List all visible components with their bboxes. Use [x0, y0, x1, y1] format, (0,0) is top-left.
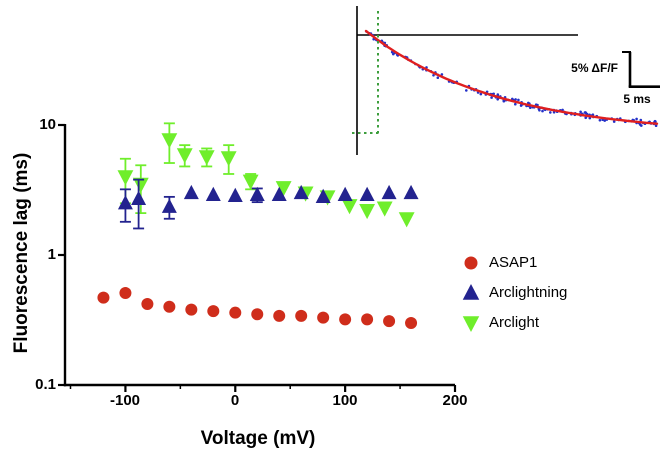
- x-tick-label-200: 200: [442, 392, 468, 409]
- x-axis-label: Voltage (mV): [200, 428, 316, 449]
- legend-label-asap1: ASAP1: [489, 254, 538, 271]
- y-tick-label-1: 1: [47, 246, 56, 263]
- inset-scalebar-time-label: 5 ms: [623, 92, 651, 106]
- inset-scalebar-df-label: 5% ΔF/F: [571, 61, 618, 75]
- y-tick-label-0-1: 0.1: [35, 376, 56, 393]
- x-tick-label-0: 0: [230, 392, 240, 409]
- x-tick-label-100: 100: [332, 392, 358, 409]
- legend-label-arclight: Arclight: [489, 314, 540, 331]
- x-tick-label-neg100: -100: [109, 392, 141, 409]
- legend-label-arclightning: Arclightning: [489, 284, 568, 301]
- y-tick-label-10: 10: [39, 116, 56, 133]
